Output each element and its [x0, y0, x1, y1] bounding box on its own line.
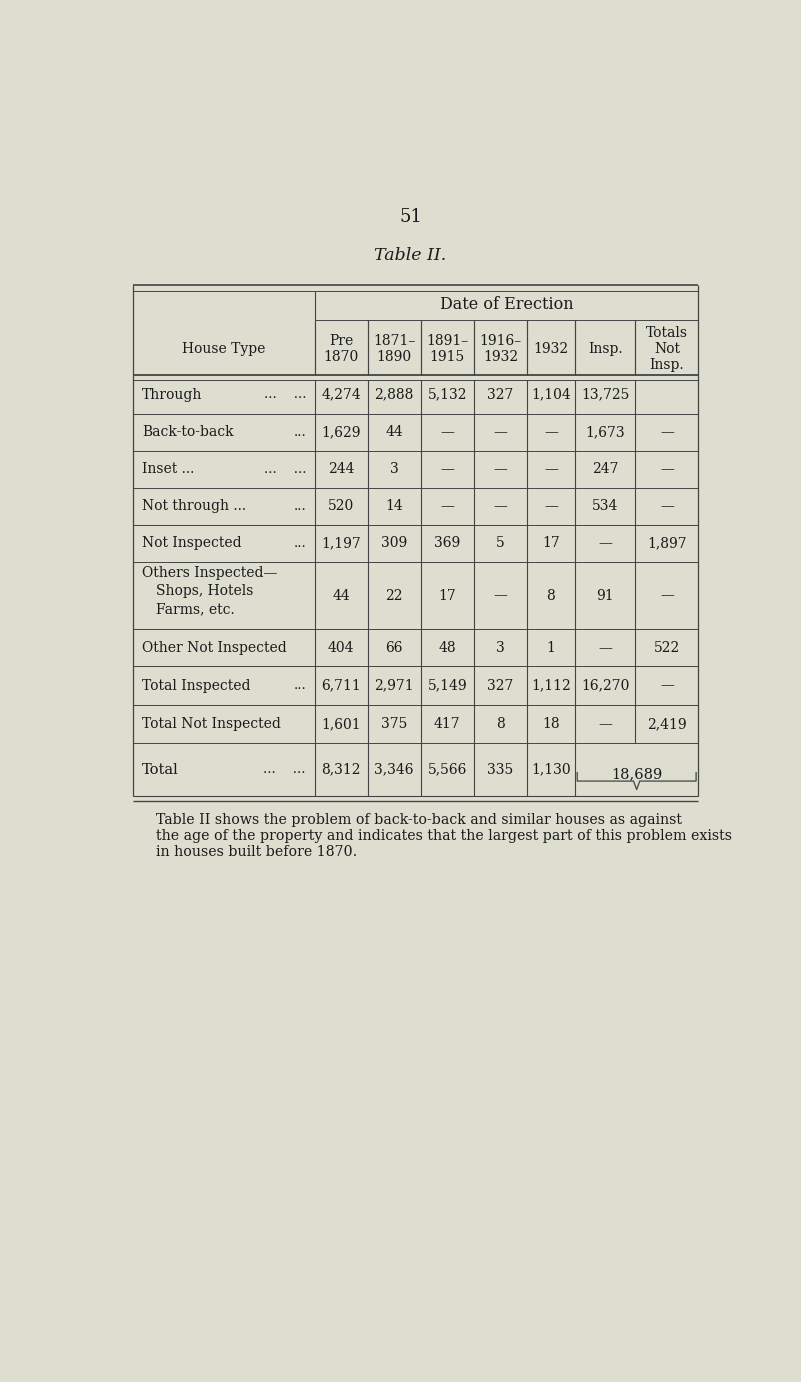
- Text: 404: 404: [328, 641, 354, 655]
- Text: ...    ...: ... ...: [263, 763, 305, 777]
- Text: Not through ...: Not through ...: [142, 499, 246, 513]
- Text: Table II.: Table II.: [374, 247, 447, 264]
- Text: House Type: House Type: [182, 343, 265, 357]
- Text: —: —: [660, 589, 674, 603]
- Text: 327: 327: [487, 679, 513, 692]
- Text: 1,112: 1,112: [531, 679, 571, 692]
- Text: —: —: [598, 717, 612, 731]
- Text: Totals
Not
Insp.: Totals Not Insp.: [646, 326, 688, 372]
- Text: 520: 520: [328, 499, 354, 513]
- Text: —: —: [493, 589, 507, 603]
- Text: 1,197: 1,197: [321, 536, 361, 550]
- Text: 2,888: 2,888: [375, 387, 414, 402]
- Text: —: —: [660, 462, 674, 477]
- Text: 4,274: 4,274: [321, 387, 361, 402]
- Text: 1,130: 1,130: [531, 763, 571, 777]
- Text: 8: 8: [496, 717, 505, 731]
- Text: 417: 417: [434, 717, 461, 731]
- Text: 16,270: 16,270: [581, 679, 630, 692]
- Text: Others Inspected—: Others Inspected—: [142, 567, 277, 580]
- Text: Insp.: Insp.: [588, 343, 622, 357]
- Text: 369: 369: [434, 536, 461, 550]
- Text: —: —: [493, 499, 507, 513]
- Text: —: —: [660, 679, 674, 692]
- Text: 335: 335: [487, 763, 513, 777]
- Text: 5,566: 5,566: [428, 763, 467, 777]
- Text: 51: 51: [399, 209, 422, 227]
- Text: 13,725: 13,725: [581, 387, 630, 402]
- Text: ...    ...: ... ...: [264, 388, 307, 401]
- Text: ...: ...: [294, 426, 307, 438]
- Text: —: —: [441, 462, 454, 477]
- Text: 1871–
1890: 1871– 1890: [373, 334, 416, 365]
- Text: —: —: [493, 462, 507, 477]
- Text: 3,346: 3,346: [374, 763, 414, 777]
- Text: Pre
1870: Pre 1870: [324, 334, 359, 365]
- Text: 48: 48: [438, 641, 456, 655]
- Text: Date of Erection: Date of Erection: [440, 296, 574, 314]
- Text: 2,419: 2,419: [647, 717, 686, 731]
- Text: 8,312: 8,312: [321, 763, 360, 777]
- Text: Table II shows the problem of back-to-back and similar houses as against
the age: Table II shows the problem of back-to-ba…: [156, 813, 732, 860]
- Text: —: —: [598, 536, 612, 550]
- Text: Back-to-back: Back-to-back: [142, 426, 234, 439]
- Text: 522: 522: [654, 641, 680, 655]
- Text: ...: ...: [294, 500, 307, 513]
- Text: 1,104: 1,104: [531, 387, 571, 402]
- Text: 8: 8: [546, 589, 555, 603]
- Text: 14: 14: [385, 499, 403, 513]
- Text: 44: 44: [332, 589, 350, 603]
- Text: 1,897: 1,897: [647, 536, 686, 550]
- Text: 5,149: 5,149: [428, 679, 467, 692]
- Text: 247: 247: [592, 462, 618, 477]
- Text: 17: 17: [542, 536, 560, 550]
- Text: 18: 18: [542, 717, 560, 731]
- Text: —: —: [544, 462, 557, 477]
- Text: 375: 375: [381, 717, 408, 731]
- Text: ...    ...: ... ...: [264, 463, 307, 475]
- Text: ...: ...: [294, 536, 307, 550]
- Text: 1: 1: [546, 641, 555, 655]
- Text: 1932: 1932: [533, 343, 569, 357]
- Text: Not Inspected: Not Inspected: [142, 536, 242, 550]
- Text: Shops, Hotels: Shops, Hotels: [156, 585, 253, 598]
- Text: 3: 3: [496, 641, 505, 655]
- Text: 44: 44: [385, 426, 403, 439]
- Text: Total: Total: [142, 763, 179, 777]
- Text: 5: 5: [496, 536, 505, 550]
- Text: —: —: [544, 426, 557, 439]
- Text: —: —: [493, 426, 507, 439]
- Text: 17: 17: [438, 589, 457, 603]
- Text: 66: 66: [385, 641, 403, 655]
- Text: 6,711: 6,711: [321, 679, 361, 692]
- Text: 3: 3: [390, 462, 399, 477]
- Text: —: —: [441, 499, 454, 513]
- Text: 1891–
1915: 1891– 1915: [426, 334, 469, 365]
- Text: ...: ...: [294, 679, 307, 692]
- Text: 1,629: 1,629: [321, 426, 360, 439]
- Text: Inset ...: Inset ...: [142, 462, 195, 477]
- Text: —: —: [660, 499, 674, 513]
- Text: 91: 91: [597, 589, 614, 603]
- Text: 309: 309: [381, 536, 408, 550]
- Text: 1,601: 1,601: [321, 717, 361, 731]
- Text: —: —: [441, 426, 454, 439]
- Text: Total Inspected: Total Inspected: [142, 679, 251, 692]
- Text: Total Not Inspected: Total Not Inspected: [142, 717, 281, 731]
- Text: 22: 22: [385, 589, 403, 603]
- Text: Other Not Inspected: Other Not Inspected: [142, 641, 287, 655]
- Text: —: —: [598, 641, 612, 655]
- Text: 327: 327: [487, 387, 513, 402]
- Text: 5,132: 5,132: [428, 387, 467, 402]
- Text: 1916–
1932: 1916– 1932: [479, 334, 521, 365]
- Text: Through: Through: [142, 387, 203, 402]
- Text: 18,689: 18,689: [611, 767, 662, 781]
- Text: 1,673: 1,673: [586, 426, 625, 439]
- Text: Farms, etc.: Farms, etc.: [156, 603, 235, 616]
- Text: 244: 244: [328, 462, 354, 477]
- Text: 534: 534: [592, 499, 618, 513]
- Text: —: —: [660, 426, 674, 439]
- Text: —: —: [544, 499, 557, 513]
- Text: 2,971: 2,971: [374, 679, 414, 692]
